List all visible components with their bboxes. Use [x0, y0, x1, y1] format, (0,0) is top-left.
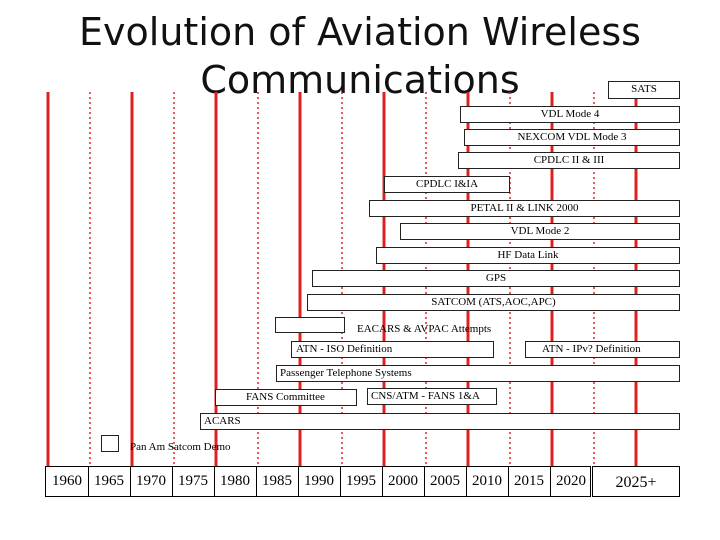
bar-petal: PETAL II & LINK 2000: [369, 200, 680, 217]
bar-vdl-mode-2: VDL Mode 2: [400, 223, 680, 240]
timeline-future-label: 2025+: [592, 466, 680, 497]
timeline-separator: [382, 467, 383, 496]
timeline-year-2020: 2020: [556, 473, 586, 489]
diagram-title: Evolution of Aviation Wireless Communica…: [79, 10, 641, 102]
timeline-year-2000: 2000: [388, 473, 418, 489]
bar-nexcom: NEXCOM VDL Mode 3: [464, 129, 680, 146]
timeline-separator: [340, 467, 341, 496]
timeline-separator: [466, 467, 467, 496]
bar-satcom: SATCOM (ATS,AOC,APC): [307, 294, 680, 311]
bar-eacars-box: [275, 317, 345, 333]
timeline-year-1980: 1980: [220, 473, 250, 489]
timeline-separator: [214, 467, 215, 496]
timeline-year-2005: 2005: [430, 473, 460, 489]
timeline-separator: [256, 467, 257, 496]
timeline-separator: [172, 467, 173, 496]
bar-gps: GPS: [312, 270, 680, 287]
bar-cpdlc-2-3: CPDLC II & III: [458, 152, 680, 169]
bar-acars: ACARS: [200, 413, 680, 430]
timeline-year-1995: 1995: [346, 473, 376, 489]
timeline-year-1965: 1965: [94, 473, 124, 489]
bar-passenger: Passenger Telephone Systems: [276, 365, 680, 382]
bar-cpdlc-1-1a: CPDLC I&IA: [384, 176, 510, 193]
timeline-separator: [88, 467, 89, 496]
timeline-year-1985: 1985: [262, 473, 292, 489]
bar-cns-atm: CNS/ATM - FANS 1&A: [367, 388, 497, 405]
bar-fans-committee: FANS Committee: [215, 389, 357, 406]
timeline-year-1975: 1975: [178, 473, 208, 489]
timeline-separator: [550, 467, 551, 496]
timeline-year-2010: 2010: [472, 473, 502, 489]
timeline-year-2015: 2015: [514, 473, 544, 489]
timeline-separator: [424, 467, 425, 496]
bar-atn-iso: ATN - ISO Definition: [291, 341, 494, 358]
timeline-year-1960: 1960: [52, 473, 82, 489]
timeline-separator: [508, 467, 509, 496]
bar-hf-data-link: HF Data Link: [376, 247, 680, 264]
bar-vdl-mode-4: VDL Mode 4: [460, 106, 680, 123]
bar-atn-ipv: ATN - IPv? Definition: [525, 341, 680, 358]
bar-panam-box: [101, 435, 119, 452]
bar-eacars-label: EACARS & AVPAC Attempts: [357, 323, 492, 335]
bar-panam-label: Pan Am Satcom Demo: [130, 441, 231, 453]
timeline-separator: [298, 467, 299, 496]
timeline-axis: 1960 1965 1970 1975 1980 1985 1990 1995 2000 2005…: [45, 466, 591, 497]
bar-sats: SATS: [608, 81, 680, 99]
timeline-separator: [130, 467, 131, 496]
timeline-year-1970: 1970: [136, 473, 166, 489]
timeline-year-1990: 1990: [304, 473, 334, 489]
